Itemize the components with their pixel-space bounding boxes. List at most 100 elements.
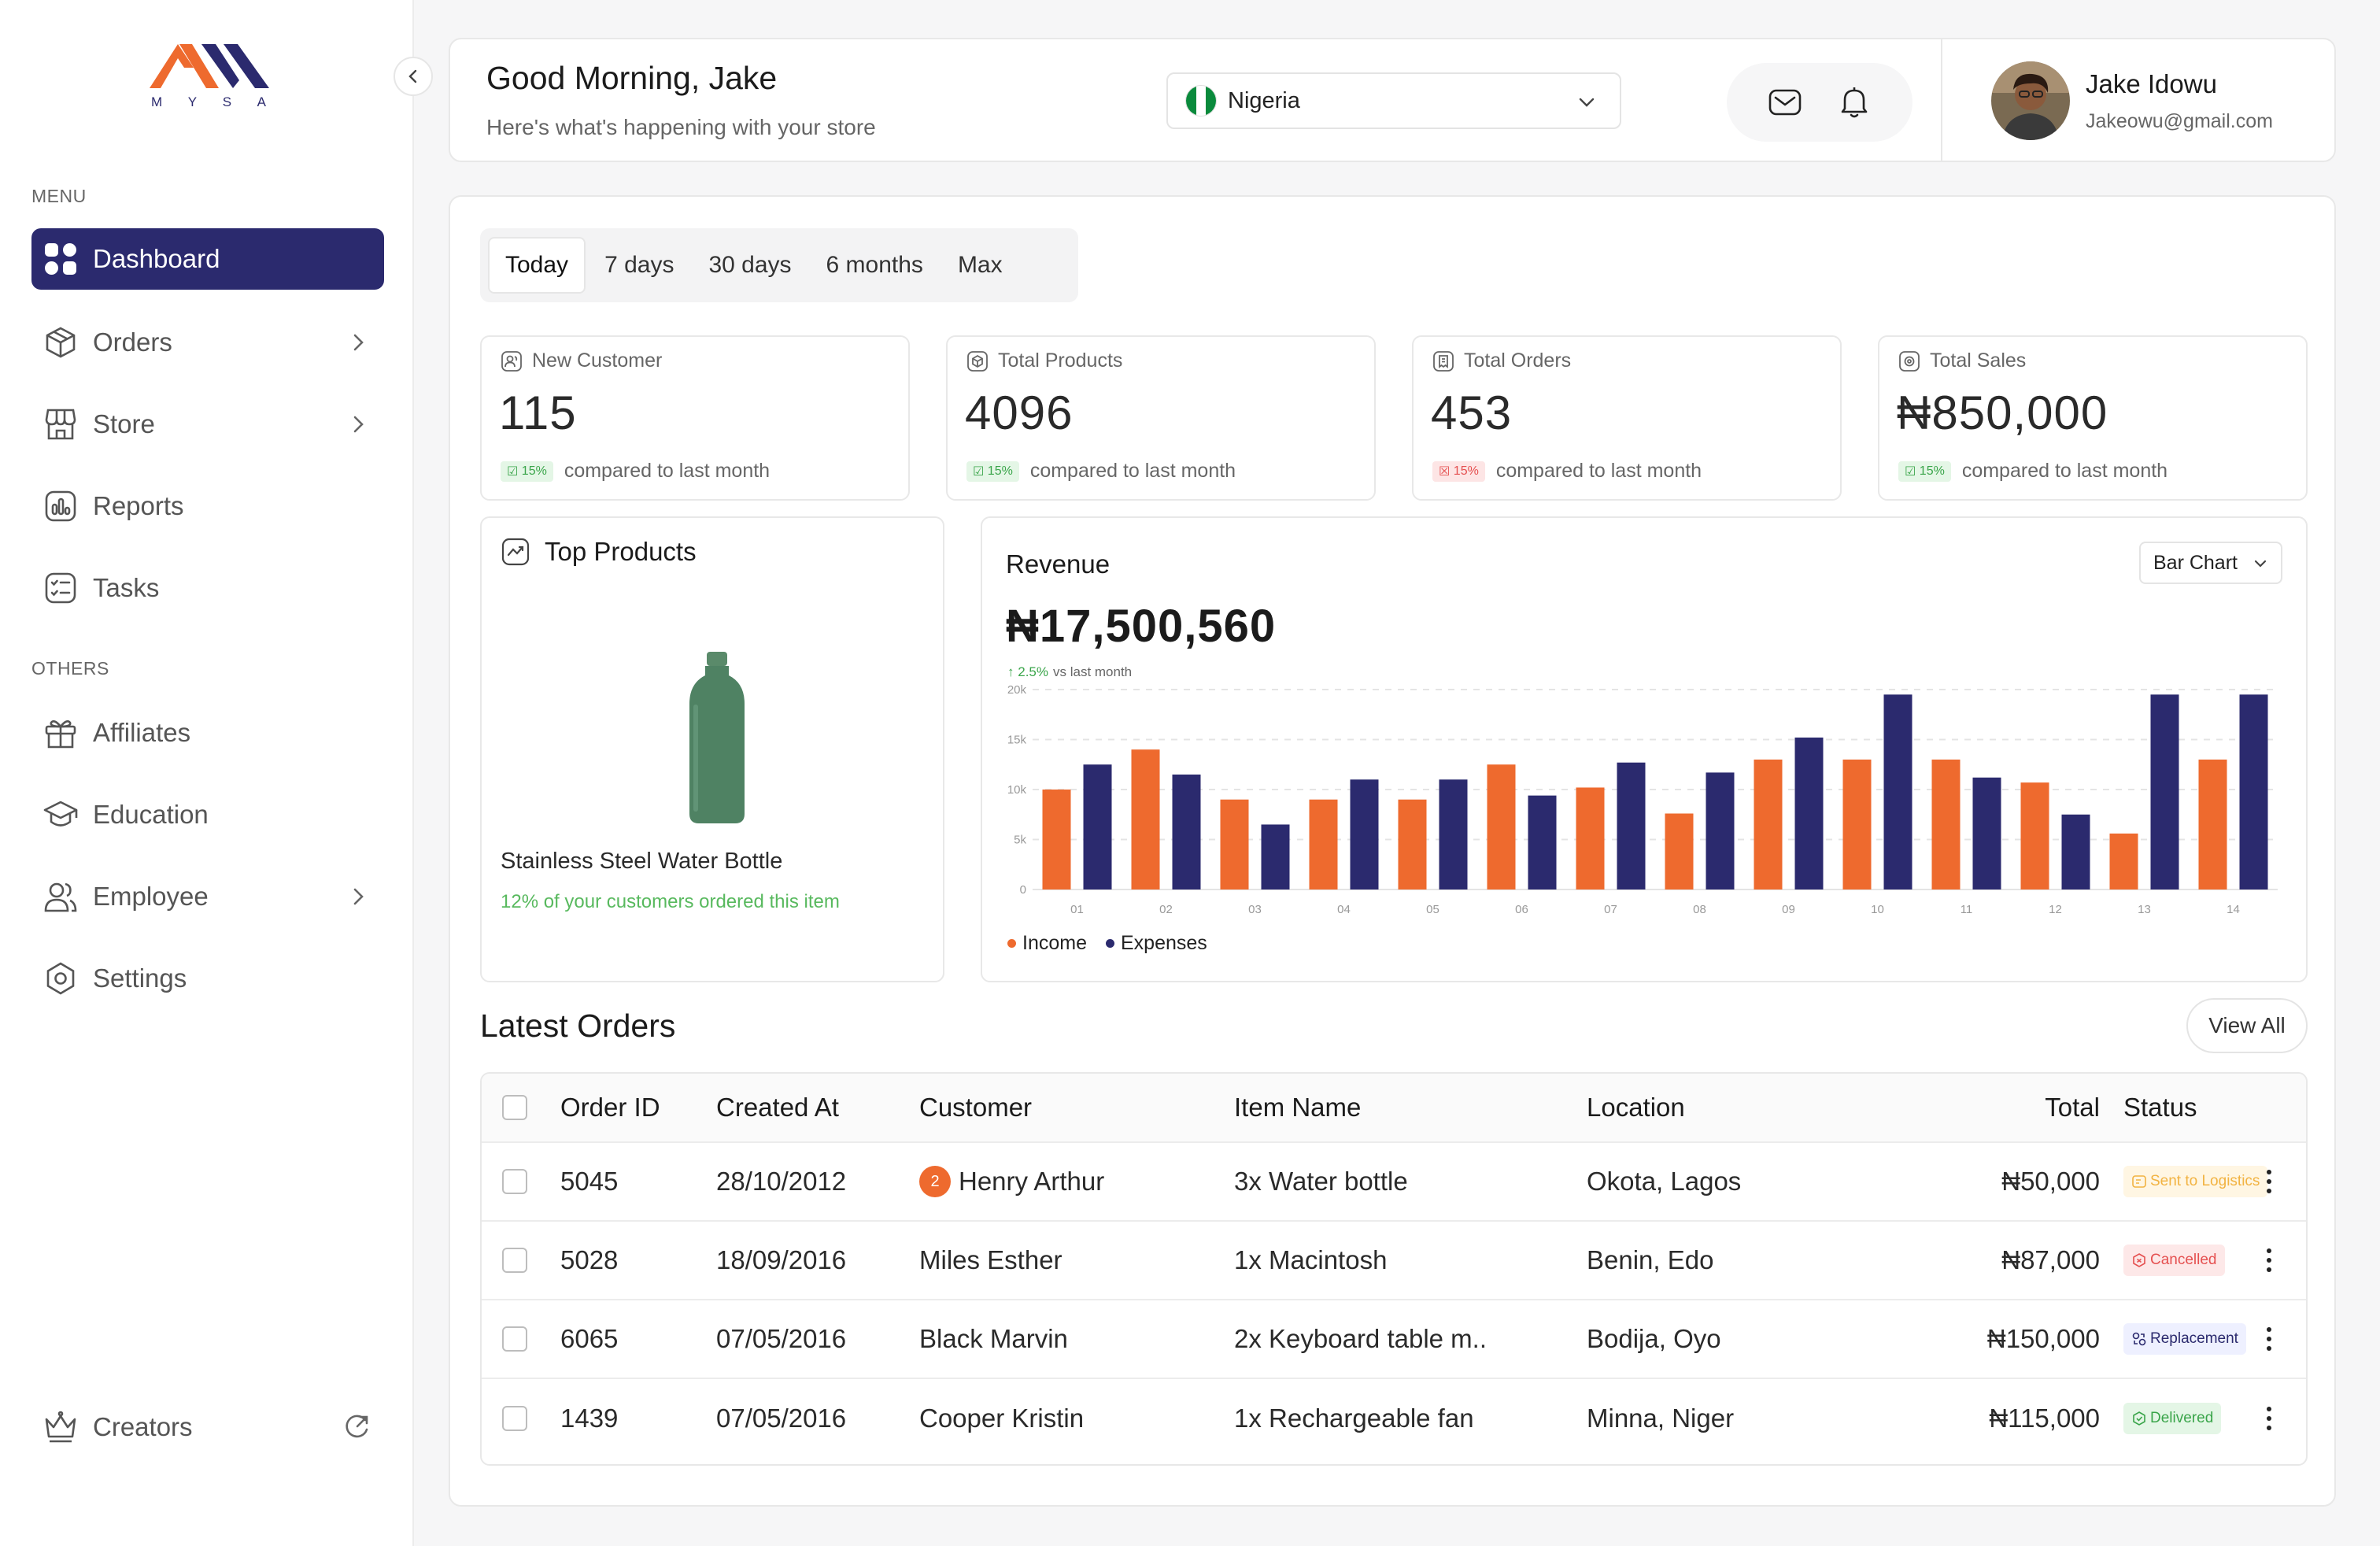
col-order-id[interactable]: Order ID [560, 1093, 660, 1122]
bar-income [1842, 759, 1872, 890]
revenue-change: ↑ 2.5% vs last month [1007, 664, 1132, 680]
sidebar-item-dashboard[interactable]: Dashboard [31, 228, 384, 290]
tab-max[interactable]: Max [957, 252, 1003, 278]
revenue-title: Revenue [1006, 549, 1111, 579]
stat-label: Total Products [998, 350, 1123, 372]
stat-card-total-products: Total Products 4096 ☑ 15% compared to la… [946, 335, 1376, 501]
top-product-note: 12% of your customers ordered this item [501, 891, 840, 912]
tab-30-days[interactable]: 30 days [708, 252, 792, 278]
stat-value: ₦850,000 [1897, 386, 2108, 439]
graduation-icon [42, 797, 79, 833]
more-vertical-icon[interactable] [2264, 1170, 2275, 1193]
status-cell: Delivered [2123, 1379, 2222, 1458]
sidebar-item-tasks[interactable]: Tasks [31, 557, 384, 619]
messages-button[interactable] [1761, 79, 1809, 126]
row-checkbox[interactable] [502, 1169, 527, 1194]
user-avatar[interactable] [1991, 61, 2070, 140]
x-tick-label: 11 [1961, 903, 1973, 916]
stat-footer: ☑ 15% compared to last month [501, 460, 770, 483]
stat-label-row: New Customer [501, 350, 662, 372]
chart-type-value: Bar Chart [2153, 551, 2238, 574]
row-checkbox[interactable] [502, 1406, 527, 1431]
orders-table: Order ID Created At Customer Item Name L… [480, 1072, 2308, 1466]
bar-expenses [1617, 762, 1646, 890]
collapse-sidebar-button[interactable] [394, 57, 433, 96]
country-select[interactable]: Nigeria [1166, 72, 1621, 129]
latest-orders-title: Latest Orders [480, 1008, 676, 1044]
y-tick-label: 15k [1007, 734, 1027, 747]
tab-6-months[interactable]: 6 months [826, 252, 923, 278]
trend-badge: ☑ 15% [966, 460, 1019, 482]
top-header: Good Morning, Jake Here's what's happeni… [449, 38, 2336, 162]
x-tick-label: 09 [1782, 903, 1795, 916]
sidebar-item-label: Education [93, 800, 209, 829]
tab-today[interactable]: Today [488, 237, 586, 294]
order-id: 5045 [560, 1167, 619, 1196]
sidebar-item-affiliates[interactable]: Affiliates [31, 702, 384, 764]
table-row[interactable]: 1439 07/05/2016 Cooper Kristin 1x Rechar… [482, 1379, 2306, 1458]
table-row[interactable]: 6065 07/05/2016 Black Marvin 2x Keyboard… [482, 1300, 2306, 1379]
user-name: Jake Idowu [2086, 69, 2217, 98]
sidebar-item-store[interactable]: Store [31, 394, 384, 455]
bar-expenses [1083, 764, 1112, 890]
sidebar-item-reports[interactable]: Reports [31, 475, 384, 537]
total: ₦87,000 [2001, 1245, 2100, 1274]
mail-icon [1768, 89, 1802, 116]
col-customer[interactable]: Customer [919, 1093, 1033, 1122]
more-vertical-icon[interactable] [2264, 1327, 2275, 1351]
stat-label-row: Total Orders [1432, 350, 1571, 372]
chart-type-select[interactable]: Bar Chart [2139, 542, 2282, 584]
item-name: 3x Water bottle [1234, 1167, 1408, 1196]
bar-expenses [1261, 824, 1290, 890]
bar-expenses [1972, 777, 2001, 890]
more-vertical-icon[interactable] [2264, 1248, 2275, 1272]
col-status[interactable]: Status [2123, 1093, 2197, 1122]
col-item-name[interactable]: Item Name [1234, 1093, 1362, 1122]
top-products-title: Top Products [545, 537, 697, 566]
bar-expenses [1794, 737, 1824, 890]
sidebar-item-education[interactable]: Education [31, 784, 384, 845]
table-row[interactable]: 5028 18/09/2016 Miles Esther 1x Macintos… [482, 1222, 2306, 1300]
crown-icon [42, 1409, 79, 1445]
status-label: Replacement [2150, 1330, 2238, 1347]
x-tick-label: 01 [1070, 903, 1084, 916]
trend-value: 15% [521, 464, 547, 478]
bar-income [1665, 813, 1694, 890]
location: Okota, Lagos [1587, 1167, 1742, 1196]
sidebar-item-label: Dashboard [93, 244, 220, 273]
sidebar-item-orders[interactable]: Orders [31, 312, 384, 373]
row-checkbox[interactable] [502, 1326, 527, 1352]
sidebar-item-employee[interactable]: Employee [31, 866, 384, 927]
trend-up-icon: ☑ [1905, 464, 1916, 479]
status-cell: Replacement [2123, 1300, 2246, 1378]
status-badge: Replacement [2123, 1323, 2246, 1355]
view-all-button[interactable]: View All [2186, 998, 2308, 1053]
tab-7-days[interactable]: 7 days [604, 252, 674, 278]
delivered-box-icon [2131, 1411, 2147, 1426]
sidebar-item-label: Settings [93, 963, 187, 993]
external-link-icon [346, 1415, 368, 1438]
notifications-button[interactable] [1831, 79, 1878, 126]
menu-section-label: MENU [31, 186, 87, 206]
header-actions [1727, 63, 1913, 142]
mysa-logo[interactable] [146, 39, 272, 115]
top-products-card[interactable]: Top Products Stainless Steel Water Bottl… [480, 516, 944, 982]
col-created-at[interactable]: Created At [716, 1093, 839, 1122]
table-row[interactable]: 5045 28/10/2012 2 Henry Arthur 3x Water b… [482, 1143, 2306, 1222]
more-vertical-icon[interactable] [2264, 1407, 2275, 1430]
col-location[interactable]: Location [1587, 1093, 1685, 1122]
row-actions-cell [2264, 1300, 2275, 1378]
select-all-checkbox[interactable] [502, 1095, 527, 1120]
box-icon [42, 324, 79, 361]
receipt-icon [1432, 350, 1454, 372]
y-tick-label: 0 [1020, 883, 1026, 897]
row-checkbox[interactable] [502, 1248, 527, 1273]
col-total[interactable]: Total [2045, 1093, 2100, 1122]
bar-income [1754, 759, 1783, 890]
greeting-subtitle: Here's what's happening with your store [486, 115, 876, 139]
sidebar-item-settings[interactable]: Settings [31, 948, 384, 1009]
sidebar-item-creators[interactable]: Creators [31, 1396, 384, 1458]
bar-income [2198, 759, 2227, 890]
stat-footer: ☑ 15% compared to last month [1898, 460, 2168, 483]
created-at: 18/09/2016 [716, 1245, 847, 1274]
